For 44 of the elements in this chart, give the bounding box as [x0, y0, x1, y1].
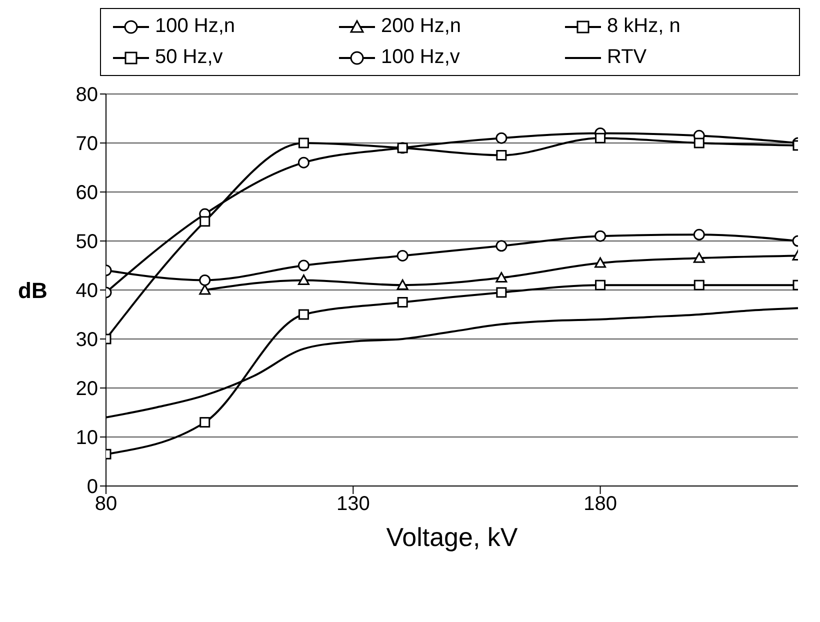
point	[594, 230, 606, 242]
legend-label: 200 Hz,n	[381, 15, 462, 38]
x-axis-title: Voltage, kV	[386, 522, 518, 552]
legend-label: 50 Hz,v	[155, 46, 223, 69]
point	[694, 280, 704, 290]
point	[694, 138, 704, 148]
y-tick-label: 80	[76, 84, 98, 106]
legend-label: 8 kHz, n	[607, 15, 680, 38]
point	[595, 132, 606, 144]
point	[298, 138, 309, 148]
y-tick-label: 70	[76, 133, 98, 156]
point	[496, 150, 507, 160]
point	[199, 284, 211, 295]
y-tick-label: 40	[76, 280, 98, 302]
x-tick-label: 180	[584, 493, 617, 516]
point	[396, 279, 408, 290]
x-tick-label: 130	[336, 493, 370, 516]
point	[594, 257, 606, 268]
point	[496, 240, 508, 252]
point	[595, 280, 606, 290]
legend-label: RTV	[607, 46, 647, 69]
y-tick-label: 20	[76, 378, 98, 400]
y-tick-label: 30	[76, 329, 98, 352]
legend-label: 100 Hz,v	[381, 46, 460, 69]
point	[396, 250, 408, 262]
point	[496, 132, 508, 144]
y-axis-title: dB	[18, 278, 48, 303]
point	[200, 417, 210, 428]
point	[397, 297, 408, 308]
point	[693, 228, 705, 240]
point	[496, 287, 507, 298]
y-tick-label: 60	[76, 182, 98, 204]
legend-label: 100 Hz,n	[155, 15, 236, 38]
y-tick-label: 50	[76, 231, 98, 254]
point	[397, 142, 408, 154]
point	[496, 272, 508, 282]
point	[199, 274, 211, 286]
point	[298, 274, 310, 285]
point	[693, 252, 705, 263]
point	[298, 260, 310, 272]
point	[200, 216, 210, 227]
point	[298, 156, 310, 168]
point	[298, 309, 309, 320]
y-tick-label: 10	[76, 427, 98, 450]
